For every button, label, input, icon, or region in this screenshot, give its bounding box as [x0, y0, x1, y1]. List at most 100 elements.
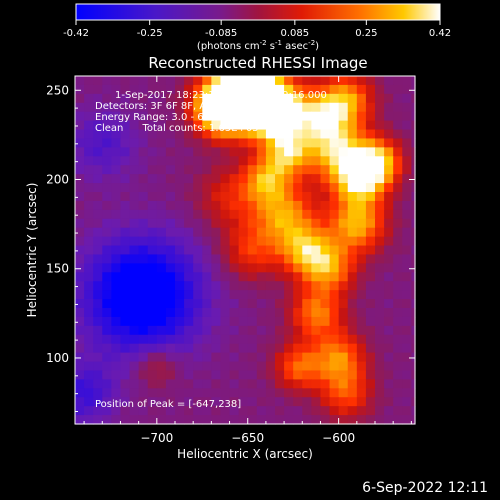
heatmap-cell: [220, 343, 231, 354]
heatmap-cell: [211, 299, 222, 309]
heatmap-cell: [184, 236, 194, 247]
heatmap-cell: [347, 192, 358, 202]
heatmap-cell: [411, 316, 416, 327]
heatmap-cell: [256, 93, 267, 104]
heatmap-cell: [275, 111, 285, 122]
heatmap-cell: [265, 174, 276, 184]
heatmap-cell: [329, 325, 340, 336]
heatmap-cell: [211, 352, 222, 363]
heatmap-cell: [347, 156, 358, 166]
heatmap-cell: [338, 84, 349, 95]
heatmap-cell: [393, 352, 403, 363]
heatmap-cell: [311, 120, 322, 131]
heatmap-cell: [165, 379, 176, 389]
heatmap-cell: [265, 370, 276, 380]
heatmap-cell: [356, 263, 367, 273]
heatmap-cell: [184, 299, 194, 309]
heatmap-cell: [284, 147, 294, 157]
heatmap-cell: [338, 308, 349, 318]
heatmap-cell: [247, 236, 258, 247]
heatmap-cell: [393, 93, 403, 104]
heatmap-cell: [284, 165, 294, 175]
heatmap-cell: [175, 352, 185, 363]
heatmap-cell: [356, 209, 367, 220]
heatmap-cell: [138, 406, 149, 416]
heatmap-cell: [102, 254, 112, 264]
heatmap-cell: [175, 227, 185, 238]
heatmap-cell: [220, 129, 231, 140]
heatmap-cell: [147, 316, 158, 327]
heatmap-cell: [365, 245, 376, 256]
heatmap-cell: [302, 254, 312, 264]
heatmap-cell: [402, 76, 412, 86]
heatmap-cell: [302, 388, 312, 398]
heatmap-cell: [256, 129, 267, 140]
heatmap-cell: [147, 415, 158, 425]
heatmap-cell: [302, 138, 312, 148]
heatmap-cell: [311, 370, 322, 380]
heatmap-cell: [220, 281, 231, 291]
heatmap-cell: [311, 138, 322, 148]
heatmap-cell: [93, 388, 103, 398]
heatmap-cell: [338, 290, 349, 300]
heatmap-cell: [84, 325, 94, 336]
heatmap-cell: [384, 165, 394, 175]
heatmap-cell: [93, 406, 103, 416]
heatmap-cell: [320, 245, 331, 256]
heatmap-cell: [275, 218, 285, 229]
heatmap-cell: [229, 174, 240, 184]
heatmap-cell: [165, 299, 176, 309]
heatmap-cell: [84, 397, 94, 407]
heatmap-cell: [84, 263, 94, 273]
heatmap-cell: [84, 406, 94, 416]
heatmap-cell: [393, 76, 403, 86]
heatmap-cell: [238, 415, 249, 425]
heatmap-cell: [284, 388, 294, 398]
heatmap-cell: [84, 138, 94, 148]
heatmap-cell: [402, 343, 412, 354]
heatmap-cell: [402, 200, 412, 211]
heatmap-cell: [302, 263, 312, 273]
heatmap-cell: [302, 236, 312, 247]
heatmap-cell: [402, 102, 412, 113]
heatmap-cell: [84, 183, 94, 193]
heatmap-cell: [265, 379, 276, 389]
heatmap-cell: [184, 183, 194, 193]
heatmap-cell: [356, 316, 367, 327]
heatmap-cell: [120, 281, 131, 291]
heatmap-cell: [275, 379, 285, 389]
heatmap-cell: [275, 299, 285, 309]
heatmap-cell: [338, 334, 349, 345]
heatmap-cell: [165, 84, 176, 95]
heatmap-cell: [202, 156, 212, 166]
heatmap-cell: [265, 102, 276, 113]
heatmap-cell: [93, 147, 103, 157]
heatmap-cell: [193, 102, 203, 113]
heatmap-cell: [202, 281, 212, 291]
heatmap-cell: [393, 254, 403, 264]
heatmap-cell: [256, 290, 267, 300]
heatmap-cell: [111, 245, 122, 256]
heatmap-cell: [275, 263, 285, 273]
heatmap-cell: [184, 120, 194, 131]
heatmap-cell: [356, 174, 367, 184]
heatmap-cell: [247, 245, 258, 256]
heatmap-cell: [202, 120, 212, 131]
colorbar-tick-label: -0.25: [137, 28, 163, 39]
heatmap-cell: [265, 334, 276, 345]
heatmap-cell: [375, 406, 385, 416]
heatmap-cell: [102, 165, 112, 175]
heatmap-cell: [93, 192, 103, 202]
heatmap-cell: [329, 138, 340, 148]
heatmap-cell: [184, 200, 194, 211]
heatmap-cell: [338, 343, 349, 354]
heatmap-cell: [265, 147, 276, 157]
heatmap-cell: [347, 218, 358, 229]
heatmap-cell: [284, 272, 294, 282]
heatmap-cell: [175, 165, 185, 175]
heatmap-cell: [411, 156, 416, 166]
heatmap-cell: [129, 379, 140, 389]
heatmap-cell: [93, 84, 103, 95]
heatmap-cell: [229, 361, 240, 372]
heatmap-cell: [229, 352, 240, 363]
